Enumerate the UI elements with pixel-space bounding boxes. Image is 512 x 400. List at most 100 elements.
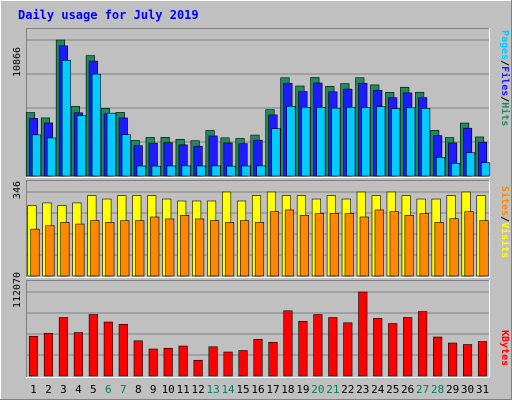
bar-kbytes-day-17: [268, 341, 278, 377]
bar-sites-day-28: [434, 222, 444, 277]
bar-kbytes-day-5: [88, 314, 98, 377]
bar-pages-day-2: [46, 137, 57, 177]
x-tick-day-26: 26: [401, 383, 414, 396]
bar-kbytes-day-10: [163, 347, 173, 377]
x-tick-day-16: 16: [251, 383, 264, 396]
bar-kbytes-day-21: [328, 317, 338, 377]
bar-kbytes-day-6: [103, 321, 113, 377]
x-tick-day-22: 22: [341, 383, 354, 396]
bar-sites-day-8: [135, 220, 145, 277]
bar-kbytes-day-23: [358, 291, 368, 377]
bar-sites-day-31: [479, 220, 489, 277]
x-tick-day-6: 6: [105, 383, 112, 396]
bar-pages-day-9: [151, 165, 161, 177]
legend-separator: /: [499, 216, 510, 222]
bar-pages-day-14: [226, 165, 236, 177]
bar-sites-day-21: [329, 213, 339, 277]
bar-kbytes-day-1: [28, 335, 39, 377]
bar-kbytes-day-18: [283, 310, 293, 377]
x-tick-day-25: 25: [386, 383, 399, 396]
bar-kbytes-day-20: [313, 314, 323, 377]
bar-sites-day-13: [210, 220, 220, 277]
bar-pages-day-12: [196, 165, 206, 177]
bar-pages-day-15: [241, 165, 251, 177]
right-legend-label: Pages/Files/Hits: [499, 30, 511, 126]
x-tick-day-4: 4: [75, 383, 82, 396]
x-tick-day-27: 27: [416, 383, 429, 396]
bar-pages-day-10: [166, 165, 176, 177]
x-tick-day-2: 2: [45, 383, 52, 396]
right-legend-label: KBytes: [499, 330, 510, 366]
bar-kbytes-day-12: [193, 359, 203, 377]
x-tick-day-30: 30: [461, 383, 474, 396]
bar-sites-day-2: [45, 225, 55, 277]
bar-kbytes-day-8: [133, 340, 143, 377]
x-tick-day-18: 18: [281, 383, 294, 396]
x-tick-day-17: 17: [266, 383, 279, 396]
x-tick-day-5: 5: [90, 383, 97, 396]
x-tick-day-24: 24: [371, 383, 385, 396]
bar-pages-day-20: [316, 106, 326, 177]
bar-pages-day-26: [406, 107, 416, 177]
bar-kbytes-day-25: [388, 323, 398, 377]
legend-hits: Hits: [499, 102, 511, 126]
bar-sites-day-18: [284, 209, 294, 277]
x-tick-day-1: 1: [30, 383, 37, 396]
x-tick-day-20: 20: [311, 383, 324, 396]
x-tick-day-7: 7: [120, 383, 127, 396]
bar-pages-day-1: [31, 134, 42, 177]
bar-pages-day-8: [136, 165, 146, 177]
x-tick-day-15: 15: [236, 383, 249, 396]
x-tick-day-31: 31: [476, 383, 489, 396]
bar-pages-day-13: [211, 165, 221, 177]
bar-kbytes-day-16: [253, 338, 263, 377]
bar-sites-day-5: [90, 220, 100, 277]
bar-sites-day-1: [30, 228, 40, 277]
x-axis: 1 2 3 4 5 6 7 8 9 10 11 12 13 14 15 16 17 18 19 20 21 22 23 24 2…: [30, 383, 489, 396]
bar-sites-day-20: [314, 213, 324, 277]
panel-bottom: 112070 KBytes: [12, 272, 510, 378]
x-tick-day-3: 3: [60, 383, 67, 396]
y-max-label: 346: [12, 181, 23, 199]
bar-pages-day-24: [376, 106, 386, 177]
bar-kbytes-day-13: [208, 346, 218, 377]
y-max-label: 10866: [12, 47, 23, 77]
x-tick-day-11: 11: [177, 383, 190, 396]
bar-kbytes-day-9: [148, 348, 158, 377]
x-tick-day-29: 29: [446, 383, 459, 396]
panel-mid: 346 Sites/Visits: [12, 180, 511, 278]
bar-sites-day-14: [225, 222, 235, 277]
bar-sites-day-16: [254, 222, 265, 277]
bar-kbytes-day-29: [448, 342, 458, 377]
bar-pages-day-5: [91, 73, 101, 177]
bar-sites-day-6: [105, 222, 115, 277]
bar-kbytes-day-19: [298, 320, 308, 377]
bar-kbytes-day-27: [418, 311, 428, 377]
bar-pages-day-25: [391, 108, 401, 177]
x-tick-day-21: 21: [326, 383, 339, 396]
bar-kbytes-day-11: [178, 345, 188, 377]
legend-pages: Pages: [499, 30, 510, 60]
bar-pages-day-19: [301, 106, 311, 177]
bar-sites-day-12: [195, 218, 205, 277]
bar-kbytes-day-26: [403, 317, 413, 377]
legend-separator: /: [499, 96, 510, 102]
bar-kbytes-day-14: [223, 351, 233, 377]
bar-sites-day-19: [299, 215, 309, 277]
bar-kbytes-day-15: [238, 350, 248, 377]
bar-pages-day-23: [361, 107, 371, 177]
bar-sites-day-9: [150, 216, 160, 277]
legend-files: Files: [499, 66, 511, 96]
bar-sites-day-15: [239, 220, 250, 277]
bar-sites-day-26: [404, 215, 414, 277]
legend-visits: Visits: [499, 222, 511, 258]
bar-pages-day-31: [480, 162, 491, 177]
bar-sites-day-4: [75, 223, 85, 277]
bar-pages-day-11: [181, 165, 191, 177]
x-tick-day-13: 13: [206, 383, 219, 396]
x-tick-day-10: 10: [162, 383, 175, 396]
bar-pages-day-30: [465, 152, 476, 177]
bar-sites-day-25: [389, 211, 399, 277]
legend-sites: Sites: [499, 186, 511, 216]
